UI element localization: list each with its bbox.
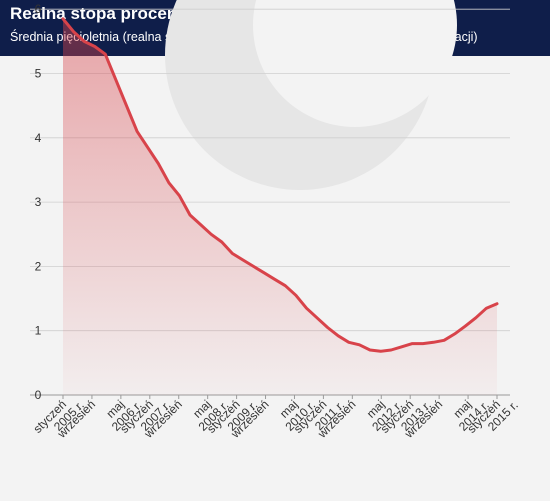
y-tick-label: 6 <box>35 2 42 16</box>
y-tick-label: 4 <box>35 131 42 145</box>
y-tick-label: 1 <box>35 324 42 338</box>
y-tick-label: 0 <box>35 388 42 402</box>
area-layer <box>63 18 497 396</box>
y-tick-label: 3 <box>35 195 42 209</box>
y-axis: 01234567 <box>35 2 42 402</box>
y-tick-label: 2 <box>35 259 42 273</box>
x-axis: styczeń2005 r.wrzesień maj2006 r.styczeń2… <box>30 389 521 445</box>
series-area-fill <box>63 18 497 396</box>
line-layer <box>61 17 499 353</box>
series-line <box>61 17 499 353</box>
x-tick-label: styczeń2015 r. <box>464 389 520 445</box>
chart-title: Realna stopa procentowa <box>10 4 216 23</box>
y-tick-label: 5 <box>35 67 42 81</box>
background-logo-watermark <box>165 0 457 190</box>
